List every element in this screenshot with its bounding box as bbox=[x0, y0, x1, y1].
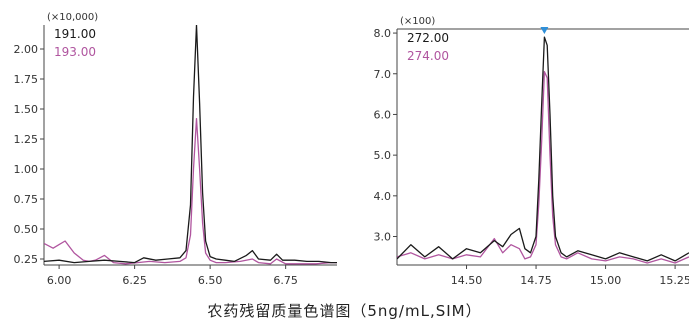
legend-entry-2: 193.00 bbox=[54, 45, 96, 59]
series-line-1 bbox=[397, 36, 689, 262]
chart-panel-2: (×100) 3.0 4.0 5.0 6.0 7.0 8.0 14.50 14.75 15.00 1… bbox=[374, 16, 689, 287]
axis-multiplier-label: (×10,000) bbox=[47, 12, 98, 23]
y-tick-label: 8.0 bbox=[374, 27, 392, 40]
x-tick-label: 6.00 bbox=[47, 274, 72, 287]
y-tick-label: 6.0 bbox=[374, 108, 392, 121]
x-tick-label: 6.50 bbox=[198, 274, 223, 287]
series-line-2 bbox=[397, 71, 689, 264]
x-tick-label: 6.25 bbox=[122, 274, 147, 287]
y-tick-label: 1.75 bbox=[14, 73, 39, 86]
x-tick-label: 15.25 bbox=[659, 274, 689, 287]
x-tick-label: 6.75 bbox=[273, 274, 298, 287]
figure-caption: 农药残留质量色谱图（5ng/mL,SIM） bbox=[207, 302, 482, 320]
x-tick-label: 14.50 bbox=[451, 274, 483, 287]
y-tick-label: 0.25 bbox=[14, 253, 39, 266]
axis-multiplier-label: (×100) bbox=[400, 16, 435, 27]
x-tick-label: 15.00 bbox=[590, 274, 622, 287]
chart-panel-1: (×10,000) 0.25 0.50 0.75 1.00 1.25 1.50 1.75 2.0… bbox=[14, 12, 337, 287]
y-tick-label: 1.00 bbox=[14, 163, 39, 176]
legend-entry-1: 191.00 bbox=[54, 27, 96, 41]
series-line-1 bbox=[44, 25, 337, 264]
legend-entry-2: 274.00 bbox=[407, 49, 449, 63]
y-tick-label: 4.0 bbox=[374, 190, 392, 203]
y-tick-label: 5.0 bbox=[374, 149, 392, 162]
legend-entry-1: 272.00 bbox=[407, 31, 449, 45]
y-tick-label: 1.25 bbox=[14, 133, 39, 146]
y-tick-label: 3.0 bbox=[374, 231, 392, 244]
x-tick-label: 14.75 bbox=[520, 274, 552, 287]
y-tick-label: 1.50 bbox=[14, 103, 39, 116]
y-tick-label: 7.0 bbox=[374, 68, 392, 81]
peak-marker-icon bbox=[540, 27, 549, 34]
y-tick-label: 2.00 bbox=[14, 43, 39, 56]
y-tick-label: 0.75 bbox=[14, 193, 39, 206]
y-tick-label: 0.50 bbox=[14, 223, 39, 236]
